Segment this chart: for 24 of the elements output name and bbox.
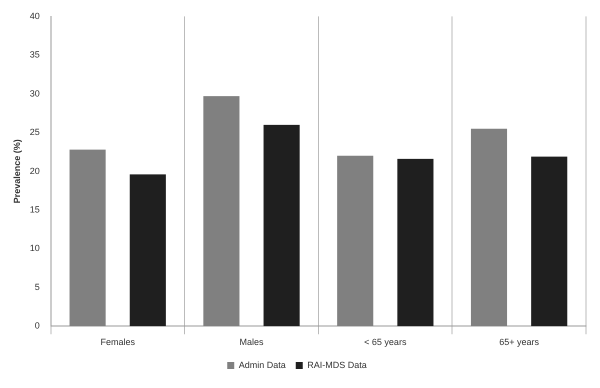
x-tick-label: 65+ years xyxy=(499,337,540,348)
legend-label: Admin Data xyxy=(238,360,286,370)
bar xyxy=(203,96,240,326)
y-tick-label: 25 xyxy=(30,127,40,138)
bar xyxy=(130,174,166,326)
y-axis-title: Prevalence (%) xyxy=(12,139,22,204)
y-tick-label: 20 xyxy=(30,166,40,176)
y-tick-label: 40 xyxy=(30,10,40,21)
y-tick-label: 0 xyxy=(34,320,40,331)
x-tick-label: Females xyxy=(100,337,136,348)
bar xyxy=(470,128,508,326)
bar xyxy=(70,150,106,326)
y-tick-label: 35 xyxy=(30,50,40,60)
bar xyxy=(397,158,434,326)
bar xyxy=(531,156,568,326)
bar xyxy=(337,156,374,326)
legend-label: RAI-MDS Data xyxy=(307,360,367,370)
y-tick-label: 5 xyxy=(34,282,40,292)
x-tick-label: Males xyxy=(240,337,264,348)
y-tick-label: 15 xyxy=(30,204,40,215)
x-tick-label: < 65 years xyxy=(364,337,407,348)
bar xyxy=(264,124,300,326)
y-tick-label: 30 xyxy=(30,88,40,98)
y-tick-label: 10 xyxy=(30,243,40,254)
